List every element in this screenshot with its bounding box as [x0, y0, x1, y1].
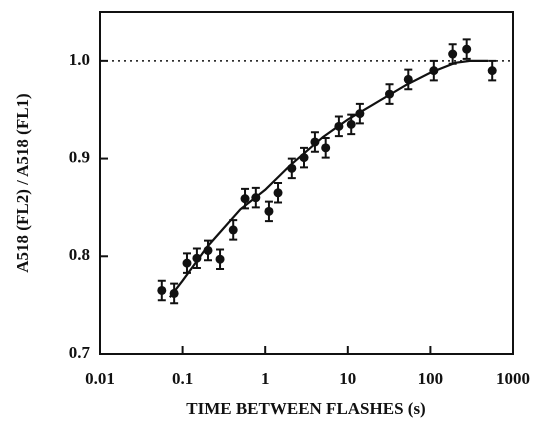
data-point [251, 193, 261, 203]
plot-frame [99, 11, 514, 355]
data-point [334, 121, 344, 131]
data-point [487, 66, 497, 76]
data-point [429, 66, 439, 76]
data-point [310, 137, 320, 147]
x-tick-label: 0.01 [85, 369, 115, 388]
data-point [157, 285, 167, 295]
data-point [403, 74, 413, 84]
data-point [355, 109, 365, 119]
data-point [299, 153, 309, 163]
data-point [215, 254, 225, 264]
x-axis-label: TIME BETWEEN FLASHES (s) [186, 399, 425, 418]
x-tick-label: 10 [339, 369, 356, 388]
data-point [448, 49, 458, 59]
x-tick-label: 1 [261, 369, 270, 388]
data-point [192, 253, 202, 263]
data-point [182, 258, 192, 268]
data-point [203, 245, 213, 255]
data-point [273, 188, 283, 198]
y-tick-label: 0.8 [69, 245, 90, 264]
data-point [462, 44, 472, 54]
data-point [385, 89, 395, 99]
y-tick-label: 0.9 [69, 147, 90, 166]
y-tick-label: 0.7 [69, 343, 91, 362]
y-axis-label: A518 (FL2) / A518 (FL1) [13, 93, 32, 272]
data-point [346, 119, 356, 129]
data-point [264, 206, 274, 216]
data-point [321, 143, 331, 153]
x-tick-label: 100 [418, 369, 444, 388]
x-tick-label: 1000 [496, 369, 530, 388]
data-point [240, 194, 250, 204]
y-tick-label: 1.0 [69, 50, 90, 69]
data-point [287, 163, 297, 173]
data-point [169, 288, 179, 298]
data-point [228, 225, 238, 235]
x-tick-label: 0.1 [172, 369, 193, 388]
